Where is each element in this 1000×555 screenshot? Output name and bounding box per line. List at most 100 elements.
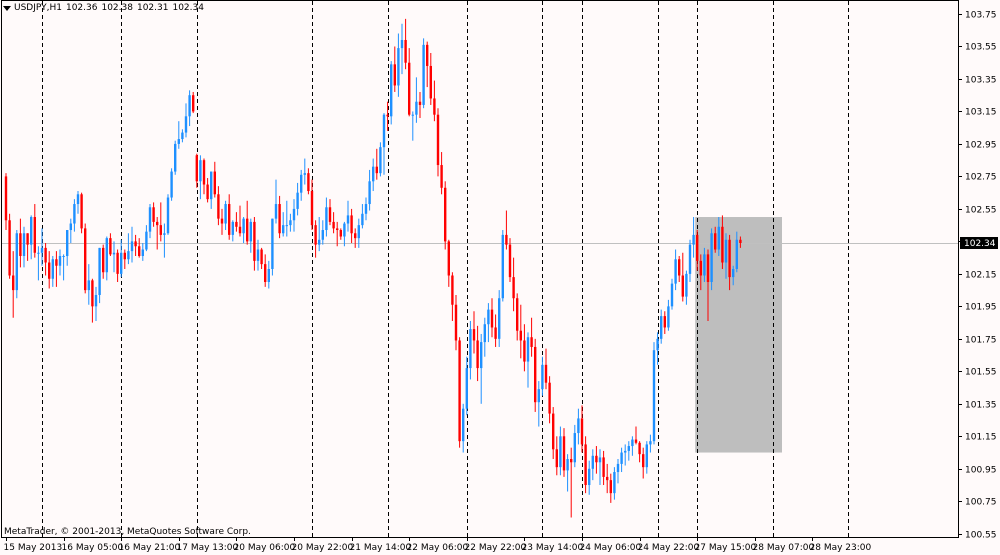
candle: [184, 103, 188, 138]
candle-body: [706, 254, 710, 282]
candle: [735, 231, 738, 273]
candle-body: [76, 194, 80, 205]
candle: [681, 252, 684, 302]
candle: [447, 239, 450, 287]
ohlc-open: 102.36: [65, 3, 98, 13]
candle-body: [397, 48, 400, 86]
candle: [278, 195, 281, 239]
candle: [292, 199, 296, 232]
candle-body: [609, 480, 612, 494]
candle: [116, 249, 119, 282]
price-tick-label: 103.15: [965, 108, 997, 118]
candle: [98, 247, 101, 304]
candle-body: [548, 382, 551, 414]
candle-body: [120, 252, 123, 274]
candle-body: [98, 247, 101, 295]
candle-body: [69, 223, 72, 231]
candle: [192, 91, 195, 114]
candle-body: [253, 221, 256, 261]
candle-body: [19, 233, 22, 257]
candle-body: [267, 269, 270, 282]
candle-body: [112, 252, 116, 255]
candle-body: [642, 454, 645, 468]
candle-body: [462, 408, 465, 442]
candle-body: [256, 249, 260, 261]
candle-body: [66, 230, 69, 257]
triangle-down-icon[interactable]: [3, 5, 11, 11]
candle: [84, 223, 87, 294]
candle-body: [588, 468, 591, 486]
candle: [127, 233, 130, 265]
candle: [645, 441, 648, 474]
candle-body: [685, 273, 688, 297]
candle: [688, 239, 692, 282]
candle: [91, 278, 94, 323]
candle-body: [4, 176, 8, 221]
candle: [246, 200, 249, 245]
candle-body: [328, 207, 332, 222]
candle: [526, 332, 530, 388]
highlight-rectangle: [695, 217, 782, 453]
candle-body: [735, 239, 738, 269]
candle-body: [80, 194, 83, 229]
candle: [638, 441, 641, 463]
candle-body: [87, 280, 90, 291]
candle: [566, 454, 569, 492]
candle: [80, 192, 83, 234]
candle: [260, 247, 263, 269]
candle: [595, 446, 598, 474]
candle: [346, 200, 350, 232]
candle: [15, 230, 18, 299]
candle-body: [480, 342, 483, 369]
candle: [476, 325, 479, 382]
candle-body: [73, 204, 76, 224]
candle-body: [343, 223, 346, 237]
time-tick-label: 20 May 06:00: [234, 543, 296, 553]
candle: [512, 257, 515, 312]
candle-body: [166, 197, 170, 234]
price-tick-label: 100.75: [965, 498, 997, 508]
price-tick-label: 103.35: [965, 76, 997, 86]
candle-body: [426, 44, 429, 66]
time-tick-label: 24 May 22:00: [638, 543, 700, 553]
candle-body: [631, 439, 634, 447]
candle: [548, 376, 551, 424]
candle-body: [566, 459, 569, 471]
candle-body: [555, 449, 558, 468]
copyright-text: MetaTrader, © 2001-2013, MetaQuotes Soft…: [4, 527, 251, 537]
price-tick-label: 102.55: [965, 206, 997, 216]
candle: [37, 246, 40, 281]
candle-body: [195, 155, 198, 182]
time-tick-label: 28 May 23:00: [810, 543, 872, 553]
symbol-timeframe: USDJPY,H1: [14, 3, 62, 13]
candle: [570, 447, 573, 518]
candle-body: [526, 337, 530, 362]
candle-body: [559, 436, 562, 468]
candle: [210, 171, 213, 209]
candle: [282, 212, 285, 237]
candle-body: [156, 221, 159, 226]
candle: [696, 230, 699, 271]
candle: [343, 221, 346, 247]
candle-body: [285, 225, 288, 227]
price-tick-label: 101.15: [965, 433, 997, 443]
candle-body: [181, 132, 184, 140]
time-tick-label: 22 May 06:00: [407, 543, 469, 553]
candle-body: [602, 457, 605, 477]
candle-body: [534, 346, 537, 403]
candle: [181, 129, 184, 143]
candle: [202, 158, 206, 195]
candle-body: [483, 324, 486, 343]
candle: [336, 221, 339, 247]
candle-body: [84, 228, 87, 291]
candle: [598, 449, 602, 486]
candle-body: [271, 218, 274, 269]
candle: [339, 228, 342, 240]
candle-body: [170, 171, 173, 198]
price-tick-label: 101.55: [965, 368, 997, 378]
candle-body: [199, 160, 202, 182]
candle-body: [325, 207, 328, 231]
candle-body: [422, 44, 425, 105]
